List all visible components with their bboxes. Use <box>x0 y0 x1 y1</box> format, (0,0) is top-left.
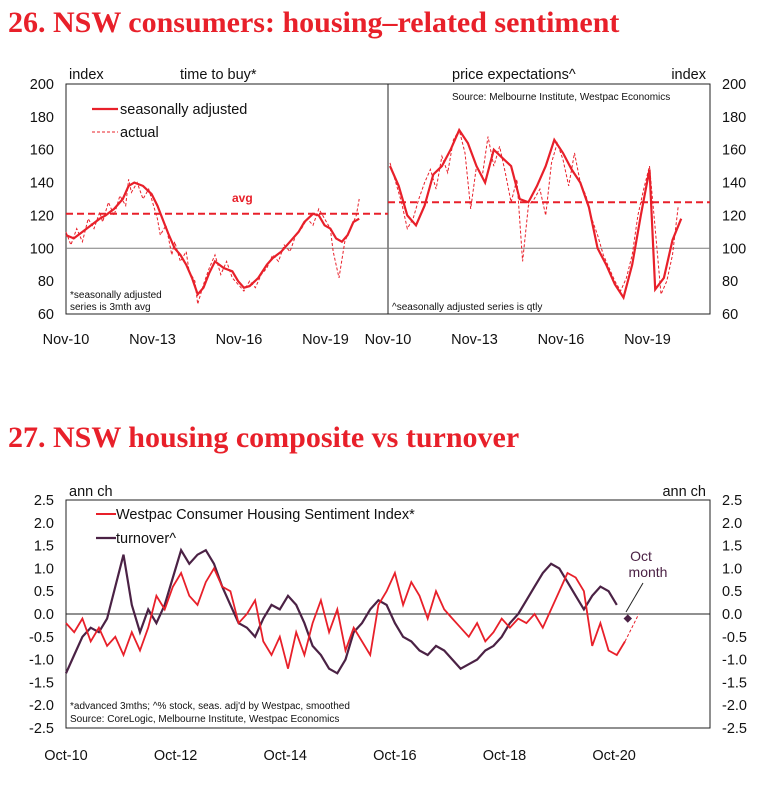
y-tick-left: 200 <box>30 77 54 93</box>
y-tick-right: 1.5 <box>722 539 742 555</box>
y-tick-left: 1.0 <box>34 561 54 577</box>
x-tick: Oct-16 <box>373 748 417 764</box>
sentiment-extension <box>624 613 640 642</box>
time-to-buy-note-2: series is 3mth avg <box>70 302 151 313</box>
price-expectations-title: price expectations^ <box>452 67 576 83</box>
y-tick-right: -1.5 <box>722 675 747 691</box>
x-tick: Nov-10 <box>365 332 412 348</box>
y-tick-right: 180 <box>722 110 746 126</box>
y-tick-right: 160 <box>722 143 746 159</box>
chart-26-title: 26. NSW consumers: housing–related senti… <box>8 6 620 39</box>
y-tick-right: 200 <box>722 77 746 93</box>
legend-sentiment-label: Westpac Consumer Housing Sentiment Index… <box>116 507 415 523</box>
y-tick-right: 1.0 <box>722 561 742 577</box>
chart-27-title: 27. NSW housing composite vs turnover <box>8 421 520 454</box>
y-tick-right: 80 <box>722 274 738 290</box>
x-tick: Nov-19 <box>624 332 671 348</box>
y-tick-left: -0.5 <box>29 630 54 646</box>
y-tick-left: 0.5 <box>34 584 54 600</box>
x-tick: Nov-10 <box>43 332 90 348</box>
y-tick-right: 2.0 <box>722 516 742 532</box>
x-tick: Nov-19 <box>302 332 349 348</box>
y-tick-left: 0.0 <box>34 607 54 623</box>
y-tick-left: 120 <box>30 208 54 224</box>
y-label-right: index <box>671 67 706 83</box>
chart-27-note: *advanced 3mths; ^% stock, seas. adj'd b… <box>70 701 350 712</box>
chart-26-source: Source: Melbourne Institute, Westpac Eco… <box>452 92 670 103</box>
y-tick-right: 100 <box>722 241 746 257</box>
y-tick-right: 60 <box>722 307 738 323</box>
time-to-buy-note-1: *seasonally adjusted <box>70 290 162 301</box>
annotation-line-1: Oct <box>630 548 652 564</box>
avg-label: avg <box>232 191 253 205</box>
time-to-buy-actual-line <box>65 179 360 305</box>
x-tick: Oct-18 <box>483 748 527 764</box>
y-tick-right: 140 <box>722 176 746 192</box>
y-tick-right: 120 <box>722 208 746 224</box>
chart-27-source: Source: CoreLogic, Melbourne Institute, … <box>70 714 339 725</box>
time-to-buy-title: time to buy* <box>180 67 257 83</box>
x-tick: Nov-16 <box>216 332 263 348</box>
x-tick: Nov-16 <box>538 332 585 348</box>
y-label-right: ann ch <box>662 484 706 500</box>
oct-month-marker <box>623 614 633 623</box>
x-tick: Oct-14 <box>263 748 307 764</box>
y-tick-right: 2.5 <box>722 493 742 509</box>
y-tick-left: 80 <box>38 274 54 290</box>
annotation-line-2: month <box>629 564 668 580</box>
sentiment-line <box>65 566 626 669</box>
x-tick: Oct-20 <box>592 748 636 764</box>
turnover-line <box>64 547 618 675</box>
x-tick: Nov-13 <box>451 332 498 348</box>
y-tick-left: -1.5 <box>29 675 54 691</box>
y-tick-right: -1.0 <box>722 653 747 669</box>
y-tick-left: 60 <box>38 307 54 323</box>
legend-turnover-label: turnover^ <box>116 531 176 547</box>
y-tick-right: -2.0 <box>722 698 747 714</box>
y-tick-left: 100 <box>30 241 54 257</box>
price-expectations-actual-line <box>389 128 679 295</box>
price-expectations-sa-line <box>388 127 683 301</box>
y-tick-right: 0.0 <box>722 607 742 623</box>
y-tick-right: -0.5 <box>722 630 747 646</box>
y-tick-left: -2.0 <box>29 698 54 714</box>
y-tick-left: 140 <box>30 176 54 192</box>
x-tick: Nov-13 <box>129 332 176 348</box>
y-tick-left: 1.5 <box>34 539 54 555</box>
x-tick: Oct-12 <box>154 748 198 764</box>
time-to-buy-sa-line <box>65 181 360 297</box>
legend-actual-label: actual <box>120 125 159 141</box>
y-tick-left: -1.0 <box>29 653 54 669</box>
y-tick-left: 2.0 <box>34 516 54 532</box>
annotation-pointer <box>625 582 644 613</box>
y-tick-left: -2.5 <box>29 721 54 737</box>
legend-sa-label: seasonally adjusted <box>120 102 247 118</box>
price-expectations-note: ^seasonally adjusted series is qtly <box>392 302 542 313</box>
y-tick-right: -2.5 <box>722 721 747 737</box>
y-tick-left: 180 <box>30 110 54 126</box>
y-tick-left: 160 <box>30 143 54 159</box>
y-label-left: index <box>69 67 104 83</box>
x-tick: Oct-10 <box>44 748 88 764</box>
y-label-left: ann ch <box>69 484 113 500</box>
y-tick-left: 2.5 <box>34 493 54 509</box>
y-tick-right: 0.5 <box>722 584 742 600</box>
